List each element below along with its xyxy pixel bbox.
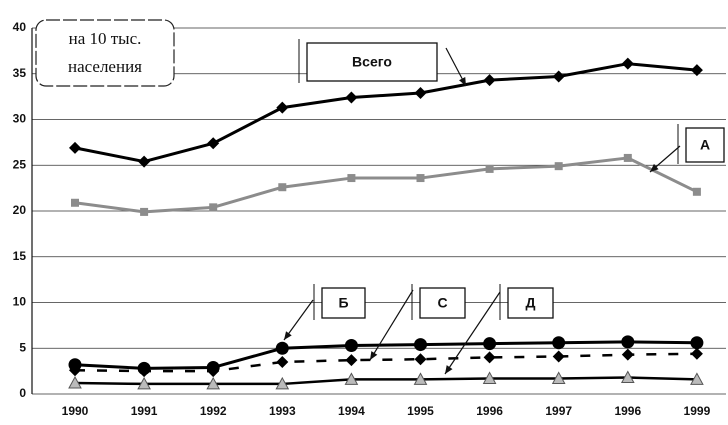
marker [137, 376, 151, 390]
arrow-head [370, 351, 378, 360]
marker [138, 155, 151, 168]
annotation: населения [68, 57, 142, 76]
callout-label: Д [526, 295, 536, 311]
marker [344, 339, 358, 353]
marker [554, 162, 563, 171]
x-tick-label: 1992 [200, 404, 227, 418]
marker [690, 347, 703, 360]
marker [209, 203, 218, 212]
marker [275, 341, 289, 355]
x-tick-label: 1994 [338, 404, 365, 418]
x-tick-label: 1999 [684, 404, 711, 418]
x-tick-label: 1997 [545, 404, 572, 418]
marker [345, 354, 358, 367]
callout-box [306, 42, 438, 82]
marker [621, 335, 635, 349]
y-tick-label: 5 [19, 340, 26, 354]
marker [71, 198, 79, 207]
marker [416, 174, 425, 183]
arrow-head [284, 331, 292, 340]
marker [690, 64, 703, 77]
marker [483, 74, 496, 87]
callout-box [321, 287, 366, 319]
marker [276, 101, 289, 114]
callout-box [507, 287, 554, 319]
arrow-head [459, 77, 466, 86]
marker [347, 174, 356, 183]
y-tick-label: 0 [19, 386, 26, 400]
series-line [74, 352, 697, 373]
marker [552, 336, 566, 350]
marker [551, 371, 566, 384]
x-tick-label: 1995 [407, 404, 434, 418]
marker [552, 350, 565, 363]
marker [482, 371, 497, 384]
marker [414, 353, 427, 366]
callout-box [685, 127, 725, 163]
marker [621, 57, 634, 70]
callout-label: А [700, 137, 710, 153]
marker [414, 86, 427, 99]
callout-arrow [444, 291, 501, 375]
arrow-head [445, 365, 453, 374]
marker [344, 372, 359, 385]
y-tick-label: 30 [13, 112, 27, 126]
marker [275, 376, 290, 390]
annotation-box [35, 19, 175, 87]
marker [69, 364, 81, 377]
y-tick-label: 40 [13, 20, 27, 34]
marker [623, 153, 632, 162]
y-tick-label: 20 [13, 203, 27, 217]
callout-label: С [437, 295, 447, 311]
callout-label: Всего [352, 54, 392, 70]
marker [69, 141, 81, 154]
marker [690, 372, 704, 385]
marker [138, 365, 151, 378]
x-tick-label: 1991 [131, 404, 158, 418]
x-tick-label: 1993 [269, 404, 296, 418]
callout-box [419, 287, 466, 319]
callout-label: Б [338, 295, 348, 311]
marker [620, 370, 635, 384]
series-line [74, 62, 698, 164]
marker [621, 348, 634, 361]
marker [207, 365, 220, 378]
annotation: на 10 тыс. [69, 29, 142, 48]
marker [140, 207, 149, 216]
y-tick-label: 15 [13, 249, 27, 263]
x-tick-label: 1996 [476, 404, 503, 418]
y-tick-label: 25 [13, 157, 27, 171]
x-tick-label: 1990 [62, 404, 89, 418]
series-line [74, 376, 697, 386]
marker [68, 375, 82, 389]
marker [692, 187, 701, 196]
marker [414, 338, 427, 352]
series-line [74, 156, 698, 214]
callout-arrow [369, 289, 414, 361]
y-tick-label: 10 [13, 295, 27, 309]
marker [206, 376, 221, 390]
marker [483, 351, 496, 364]
marker [278, 183, 287, 192]
y-tick-label: 35 [13, 66, 27, 80]
marker [207, 137, 220, 150]
series-line [74, 340, 697, 370]
marker [413, 372, 428, 385]
marker [690, 336, 704, 350]
marker [483, 337, 497, 351]
arrow-head [650, 163, 659, 172]
marker [485, 164, 494, 173]
x-tick-label: 1996 [614, 404, 641, 418]
marker [345, 91, 358, 104]
marker [276, 355, 289, 368]
marker [552, 70, 565, 83]
